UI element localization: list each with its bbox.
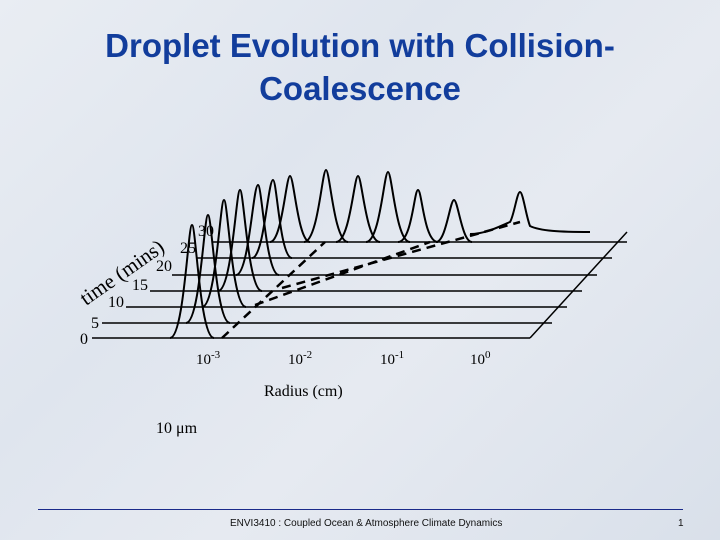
time-tick-20: 20: [156, 258, 172, 275]
curve-late-6: [469, 190, 591, 235]
mode-tracking-dashes: [221, 220, 521, 339]
radius-axis-label: Radius (cm): [264, 383, 343, 400]
time-tick-labels: 0 5 10 15 20 25 30: [80, 223, 214, 348]
curve-late-4: [397, 188, 439, 243]
curve-late-5: [435, 198, 473, 243]
size-marker-label: 10 μm: [156, 420, 198, 437]
dashed-line-b: [254, 240, 431, 307]
dashed-line-a: [221, 241, 326, 339]
curve-t25: [251, 178, 293, 259]
time-tick-15: 15: [132, 277, 148, 294]
curve-t30: [269, 174, 311, 243]
curve-t0: [169, 223, 215, 339]
title-line-1: Droplet Evolution with Collision-: [105, 27, 615, 64]
curve-late-2: [335, 174, 381, 243]
footer-divider: [38, 509, 683, 510]
time-baselines: [92, 231, 628, 339]
distribution-curves: [169, 168, 591, 339]
radius-tick-1e-2: 10-2: [288, 349, 312, 368]
slide-title: Droplet Evolution with Collision- Coales…: [0, 24, 720, 110]
time-tick-0: 0: [80, 331, 88, 348]
curve-t20: [235, 183, 280, 276]
time-tick-30: 30: [198, 223, 214, 240]
curve-late-3: [365, 170, 411, 243]
time-tick-5: 5: [91, 315, 99, 332]
curve-late-1: [303, 168, 349, 243]
curve-t15: [217, 188, 263, 292]
title-line-2: Coalescence: [259, 70, 461, 107]
curve-t5: [185, 213, 231, 324]
radius-tick-1e-3: 10-3: [196, 349, 221, 368]
radius-tick-1e0: 100: [470, 349, 491, 368]
radius-tick-labels: 10-3 10-2 10-1 100: [196, 349, 491, 368]
footer-course-title: ENVI3410 : Coupled Ocean & Atmosphere Cl…: [230, 518, 503, 529]
time-tick-25: 25: [180, 240, 196, 257]
page-number: 1: [678, 518, 684, 529]
radius-tick-1e-1: 10-1: [380, 349, 404, 368]
dashed-line-c: [281, 220, 521, 290]
back-depth-edge: [529, 231, 628, 339]
curve-t10: [201, 198, 247, 308]
time-tick-10: 10: [108, 294, 124, 311]
